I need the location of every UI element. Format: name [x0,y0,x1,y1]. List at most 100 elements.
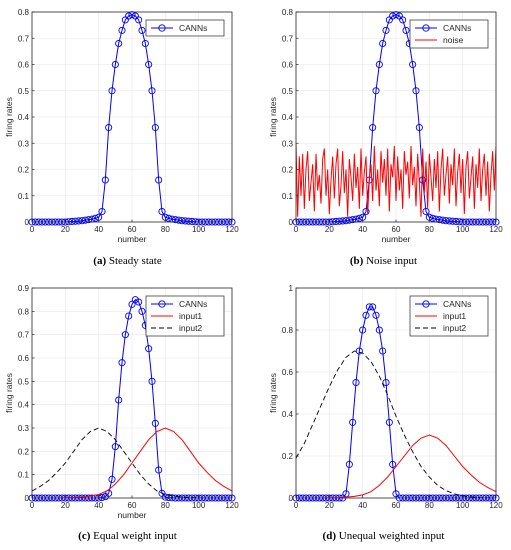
x-tick-label-a-4: 80 [161,225,170,234]
caption-b-letter: (b) [349,255,364,267]
data-point-d-26 [379,347,387,355]
x-tick-label-a-1: 20 [61,225,70,234]
caption-c-letter: (c) [78,530,91,542]
x-tick-label-c-4: 80 [161,501,170,510]
data-point-a-45 [178,217,186,225]
data-point-b-43 [435,216,443,224]
data-point-b-32 [399,16,407,24]
caption-c-text: Equal weight input [93,530,177,542]
x-tick-label-a-6: 120 [225,225,239,234]
y-tick-label-c-6: 0.6 [18,354,30,363]
y-tick-label-c-8: 0.8 [18,307,30,316]
y-tick-label-a-5: 0.5 [18,87,30,96]
data-point-a-17 [85,216,93,224]
caption-d-letter: (d) [322,530,336,542]
data-point-c-28 [121,331,129,339]
y-tick-label-a-8: 0.8 [18,8,30,17]
y-tick-label-c-9: 0.9 [18,284,30,293]
data-point-d-16 [345,460,353,468]
y-tick-label-a-1: 0.1 [18,192,30,201]
caption-a-text: Steady state [108,255,162,267]
data-point-c-35 [145,345,153,353]
legend-label-a-0: CANNs [179,23,207,33]
data-point-c-29 [125,312,133,320]
legend-a: CANNs [145,19,225,37]
x-tick-label-a-5: 100 [192,225,206,234]
data-point-a-29 [125,12,133,20]
data-point-b-44 [439,216,447,224]
legend-box-b [409,19,489,49]
legend-marker-d-0 [422,300,430,308]
x-tick-label-c-3: 60 [128,501,137,510]
x-tick-label-d-5: 100 [456,501,470,510]
x-tick-label-c-6: 120 [225,501,239,510]
data-point-c-32 [135,298,143,306]
y-tick-label-d-0: 0 [289,494,294,503]
y-tick-label-c-5: 0.5 [18,377,30,386]
y-axis-label-a: firing rates [4,97,14,137]
data-point-a-43 [171,216,179,224]
y-axis-label-b: firing rates [268,97,278,137]
legend-label-c-2: input2 [179,323,202,333]
legend-d: CANNs input1 input2 [409,295,489,337]
x-axis-label-c: number [118,510,147,520]
data-point-a-36 [148,87,156,95]
data-point-b-12 [332,217,340,226]
data-point-b-16 [345,216,353,224]
y-tick-label-b-5: 0.5 [282,87,294,96]
data-point-b-39 [422,207,430,216]
y-tick-label-c-7: 0.7 [18,331,30,340]
data-point-a-41 [165,214,173,222]
x-tick-label-c-2: 40 [94,501,103,510]
data-point-d-27 [382,378,390,387]
caption-b: (b) Noise input [256,255,511,267]
data-point-d-23 [369,303,377,311]
y-tick-label-a-6: 0.6 [18,61,30,70]
y-tick-label-b-3: 0.3 [282,139,294,148]
data-point-a-14 [75,217,83,225]
y-tick-label-a-4: 0.4 [18,113,30,122]
data-point-d-17 [349,418,357,426]
series-line-c-canns [32,298,232,498]
x-tick-label-b-5: 100 [456,225,470,234]
data-point-c-26 [115,396,123,404]
x-tick-label-a-3: 60 [128,225,137,234]
data-point-b-47 [449,217,457,225]
y-axis-label-c: firing rates [4,373,14,413]
y-tick-label-b-7: 0.7 [282,34,294,43]
data-point-a-47 [185,217,193,225]
data-point-a-38 [155,176,163,184]
data-point-a-44 [175,216,183,224]
legend-label-c-1: input1 [179,311,202,321]
data-point-c-25 [111,443,119,451]
y-tick-label-b-4: 0.4 [282,113,294,122]
data-point-a-30 [128,11,136,19]
caption-a: (a) Steady state [0,255,255,267]
data-point-b-30 [392,11,400,19]
data-point-b-41 [429,214,437,222]
caption-d: (d) Unequal weighted input [256,530,511,542]
data-point-b-45 [442,217,450,225]
data-point-b-26 [379,39,387,48]
legend-c: CANNs input1 input2 [145,295,225,337]
data-point-b-14 [339,217,347,225]
legend-label-d-2: input2 [443,323,466,333]
data-point-d-24 [372,311,380,319]
data-point-c-40 [161,493,169,501]
data-point-c-36 [148,377,156,385]
y-tick-label-a-3: 0.3 [18,139,30,148]
y-tick-label-b-6: 0.6 [282,61,294,70]
caption-a-letter: (a) [93,255,107,267]
data-point-b-19 [355,214,363,222]
legend-label-b-1: noise [443,35,464,45]
data-point-a-32 [135,16,143,24]
x-tick-label-b-1: 20 [325,225,334,234]
series-line-b-noise [296,143,496,217]
legend-label-d-1: input1 [443,311,466,321]
x-tick-label-b-2: 40 [358,225,367,234]
x-tick-label-d-6: 120 [489,501,503,510]
data-point-d-18 [352,378,360,387]
data-point-b-46 [445,217,453,225]
data-point-c-37 [151,419,159,427]
